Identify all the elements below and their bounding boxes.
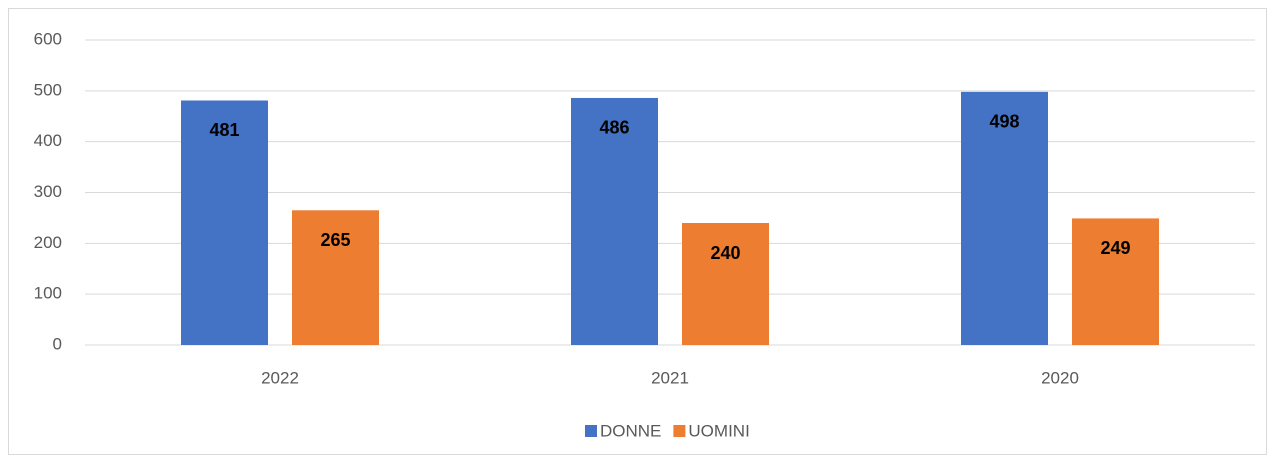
y-tick-label: 400 bbox=[34, 131, 62, 150]
x-tick-label: 2021 bbox=[651, 368, 689, 387]
bar bbox=[292, 210, 379, 345]
y-tick-label: 300 bbox=[34, 182, 62, 201]
legend-swatch bbox=[585, 425, 597, 437]
data-label: 498 bbox=[989, 112, 1019, 132]
bar bbox=[1072, 218, 1159, 345]
x-tick-label: 2020 bbox=[1041, 368, 1079, 387]
data-label: 265 bbox=[320, 230, 350, 250]
legend-label: UOMINI bbox=[688, 421, 749, 440]
bar bbox=[682, 223, 769, 345]
legend-swatch bbox=[673, 425, 686, 437]
data-label: 481 bbox=[209, 120, 239, 140]
y-tick-label: 200 bbox=[34, 233, 62, 252]
data-label: 486 bbox=[599, 118, 629, 138]
legend-label: DONNE bbox=[600, 421, 661, 440]
y-tick-label: 600 bbox=[34, 29, 62, 48]
bar bbox=[961, 91, 1048, 345]
x-tick-label: 2022 bbox=[261, 368, 299, 387]
data-label: 240 bbox=[710, 243, 740, 263]
y-tick-label: 100 bbox=[34, 284, 62, 303]
bar bbox=[571, 97, 658, 345]
y-tick-label: 500 bbox=[34, 80, 62, 99]
y-tick-label: 0 bbox=[53, 334, 62, 353]
data-label: 249 bbox=[1100, 238, 1130, 258]
bar bbox=[181, 100, 268, 345]
